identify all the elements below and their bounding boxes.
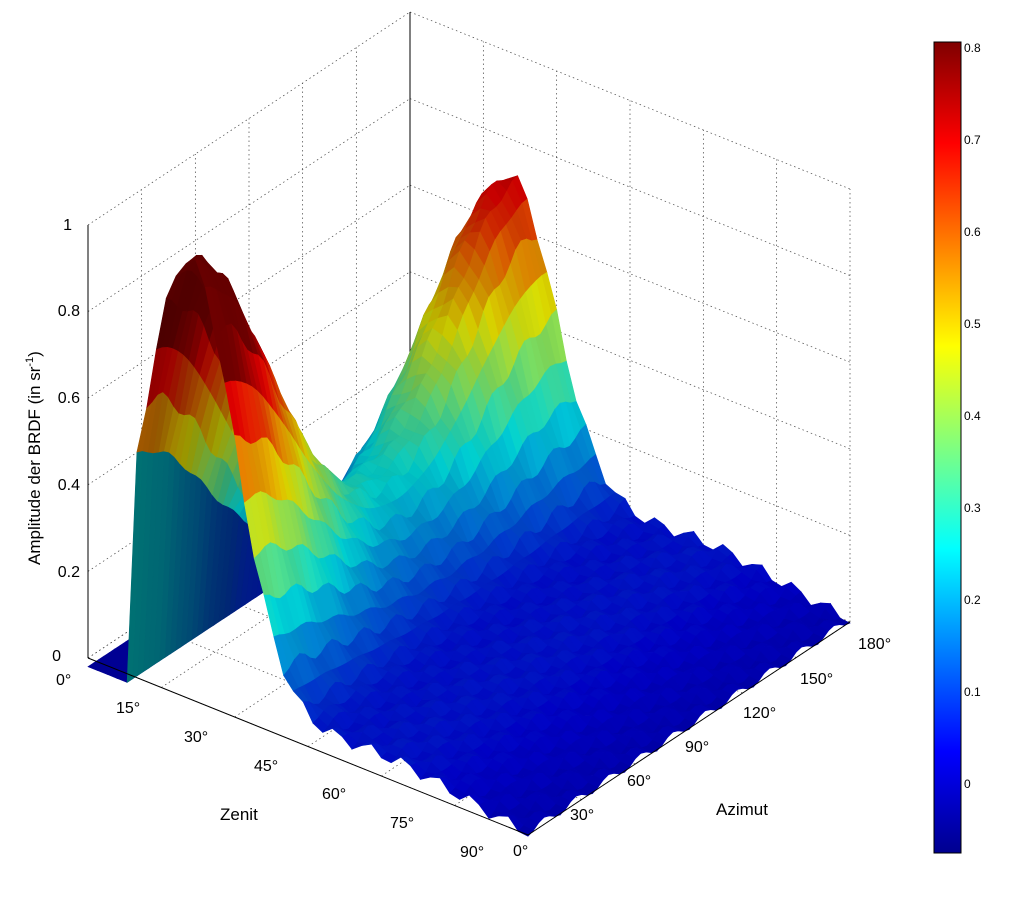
z-tick: 1 — [63, 217, 72, 234]
colorbar-tick: 0.1 — [964, 685, 981, 699]
grid-line — [87, 184, 411, 399]
zenit-tick: 0° — [56, 672, 71, 689]
colorbar-tick: 0.3 — [964, 501, 981, 515]
zenit-tick: 90° — [460, 844, 484, 861]
zenit-tick: 75° — [390, 815, 414, 832]
grid-line — [161, 474, 484, 688]
colorbar-tick: 0.5 — [964, 317, 981, 331]
z-tick: 0 — [52, 648, 61, 665]
zenit-axis-label: Zenit — [220, 805, 258, 824]
azimut-tick: 150° — [800, 671, 833, 688]
zenit-axis-line — [87, 657, 529, 836]
azimut-tick: 180° — [858, 636, 891, 653]
zenit-tick: 45° — [254, 758, 278, 775]
brdf-surface — [87, 175, 851, 837]
colorbar-gradient — [933, 41, 962, 854]
colorbar-tick: 0.4 — [964, 409, 981, 423]
z-axis-label-close: ) — [25, 351, 44, 357]
z-tick: 0.4 — [58, 477, 80, 494]
azimut-axis-line — [527, 621, 851, 836]
zenit-tick: 60° — [322, 786, 346, 803]
z-tick: 0.8 — [58, 303, 80, 320]
z-tick: 0.2 — [58, 564, 80, 581]
zenit-axis-ticks: 0° 15° 30° 45° 60° 75° 90° — [56, 672, 484, 861]
axis-lines — [87, 225, 851, 836]
z-axis-label: Amplitude der BRDF (in sr-1) — [24, 351, 44, 565]
colorbar: 0 0.1 0.2 0.3 0.4 0.5 0.6 0.7 0.8 — [933, 41, 981, 854]
colorbar-tick: 0.8 — [964, 41, 981, 55]
azimut-tick: 60° — [627, 773, 651, 790]
colorbar-tick: 0.6 — [964, 225, 981, 239]
z-axis-label-sup: -1 — [24, 357, 36, 367]
zenit-tick: 15° — [116, 700, 140, 717]
grid-line — [87, 98, 411, 312]
azimut-tick: 90° — [685, 739, 709, 756]
azimut-axis-ticks: 0° 30° 60° 90° 120° 150° 180° — [513, 636, 891, 860]
colorbar-tick: 0.2 — [964, 593, 981, 607]
azimut-tick: 0° — [513, 843, 528, 860]
zenit-tick: 30° — [184, 729, 208, 746]
colorbar-ticks: 0 0.1 0.2 0.3 0.4 0.5 0.6 0.7 0.8 — [964, 41, 981, 791]
z-tick: 0.6 — [58, 390, 80, 407]
grid-line — [87, 11, 411, 226]
z-axis-label-text: Amplitude der BRDF (in sr — [25, 366, 44, 565]
azimut-tick: 30° — [570, 807, 594, 824]
z-axis-ticks: 0 0.2 0.4 0.6 0.8 1 — [52, 217, 80, 665]
colorbar-tick: 0 — [964, 777, 971, 791]
azimut-tick: 120° — [743, 705, 776, 722]
colorbar-tick: 0.7 — [964, 133, 981, 147]
azimut-axis-label: Azimut — [716, 800, 768, 819]
